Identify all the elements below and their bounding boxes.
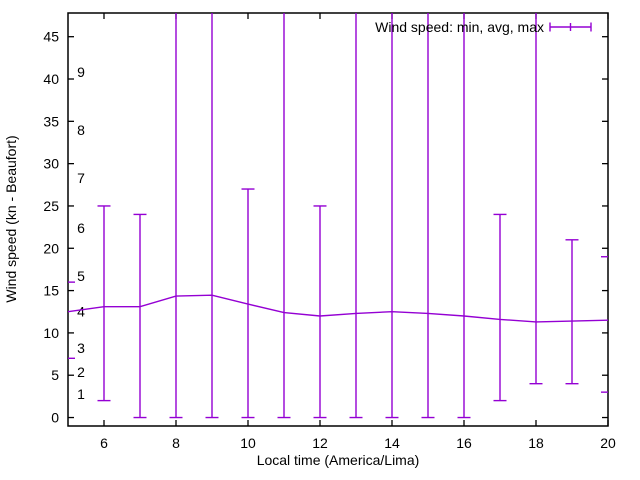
y-tick-label-45: 45: [43, 29, 59, 45]
y-axis-title: Wind speed (kn - Beaufort): [3, 135, 19, 302]
plot-border: [67, 12, 609, 427]
beaufort-label-1: 1: [77, 386, 85, 402]
beaufort-label-6: 6: [77, 220, 85, 236]
beaufort-label-5: 5: [77, 268, 85, 284]
beaufort-label-9: 9: [77, 64, 85, 80]
avg-line: [67, 294, 609, 323]
y-tick-label-40: 40: [43, 71, 59, 87]
x-tick-label-18: 18: [528, 435, 544, 451]
x-tick-label-20: 20: [600, 435, 616, 451]
y-tick-label-30: 30: [43, 156, 59, 172]
y-tick-label-5: 5: [51, 367, 59, 383]
y-tick-label-10: 10: [43, 325, 59, 341]
x-tick-label-16: 16: [456, 435, 472, 451]
y-tick-label-20: 20: [43, 240, 59, 256]
x-tick-label-12: 12: [312, 435, 328, 451]
y-tick-label-15: 15: [43, 283, 59, 299]
x-tick-label-6: 6: [100, 435, 108, 451]
y-tick-label-25: 25: [43, 198, 59, 214]
x-tick-label-10: 10: [240, 435, 256, 451]
y-tick-label-0: 0: [51, 410, 59, 426]
x-tick-label-8: 8: [172, 435, 180, 451]
y-tick-label-35: 35: [43, 113, 59, 129]
beaufort-label-8: 8: [77, 122, 85, 138]
beaufort-label-7: 7: [77, 170, 85, 186]
x-tick-label-14: 14: [384, 435, 400, 451]
beaufort-label-2: 2: [77, 364, 85, 380]
legend-label: Wind speed: min, avg, max: [375, 19, 544, 35]
x-axis-title: Local time (America/Lima): [257, 452, 420, 468]
beaufort-label-3: 3: [77, 340, 85, 356]
beaufort-label-4: 4: [77, 304, 85, 320]
